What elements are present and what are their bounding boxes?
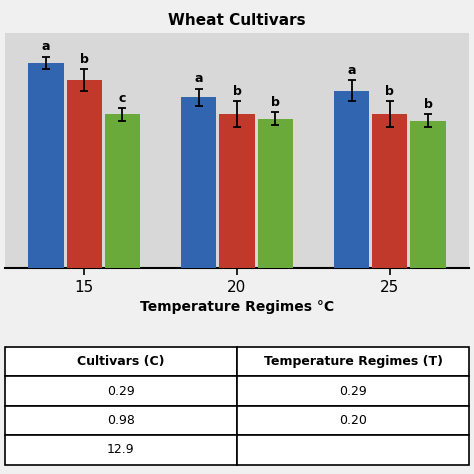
Text: a: a <box>347 64 356 77</box>
Text: b: b <box>80 53 89 66</box>
Bar <box>181 97 216 268</box>
Bar <box>28 63 64 268</box>
Bar <box>334 91 369 268</box>
Text: a: a <box>42 40 50 54</box>
Text: a: a <box>194 73 203 85</box>
Text: b: b <box>385 85 394 98</box>
Bar <box>372 114 407 268</box>
Bar <box>67 80 102 268</box>
Text: b: b <box>424 98 432 111</box>
Text: b: b <box>233 85 241 98</box>
Text: c: c <box>118 91 126 105</box>
Bar <box>219 114 255 268</box>
Text: b: b <box>271 96 280 109</box>
Title: Wheat Cultivars: Wheat Cultivars <box>168 13 306 28</box>
Bar <box>258 118 293 268</box>
X-axis label: Temperature Regimes °C: Temperature Regimes °C <box>140 301 334 314</box>
Bar <box>410 121 446 268</box>
Bar <box>105 114 140 268</box>
